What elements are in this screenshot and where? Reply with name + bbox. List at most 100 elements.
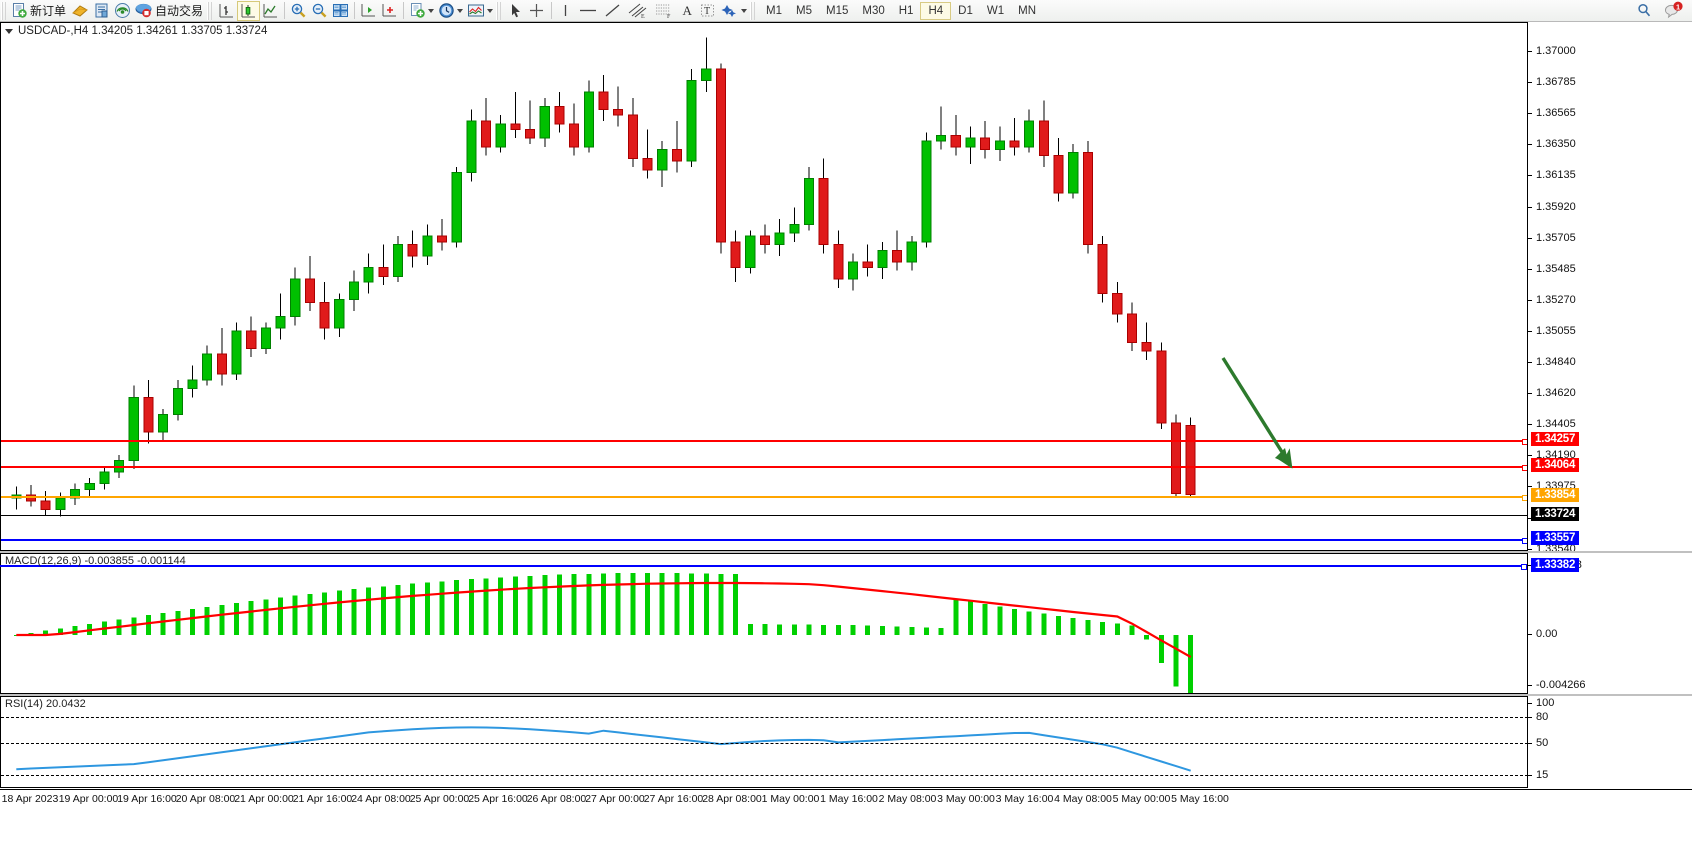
periods-dropdown-caret[interactable] [457, 8, 464, 13]
level-line-pivot[interactable] [1, 495, 1527, 501]
time-scale[interactable]: 18 Apr 2023 19 Apr 00:00 19 Apr 16:00 20 Ap… [0, 789, 1692, 809]
chart-autoscroll-button[interactable] [379, 1, 400, 21]
level-handle-resistance-1[interactable] [1522, 439, 1527, 445]
price-tick-1-35485: 1.35485 [1528, 263, 1576, 275]
level-handle-support-1[interactable] [1522, 538, 1527, 544]
timeframe-h1[interactable]: H1 [892, 2, 921, 20]
timeframe-h4[interactable]: H4 [920, 1, 952, 20]
timeframe-d1[interactable]: D1 [951, 2, 980, 20]
arrows-button[interactable] [718, 1, 749, 21]
macd-pane[interactable]: MACD(12,26,9) -0.003855 -0.001144 [0, 553, 1527, 694]
level-line-last-price [1, 515, 1527, 516]
terminal-icon [93, 2, 110, 19]
text-button[interactable]: A [677, 1, 697, 21]
price-badge-1-33854[interactable]: 1.33854 [1531, 488, 1580, 502]
templates-button[interactable] [465, 1, 495, 21]
cursor-icon [508, 2, 523, 19]
price-badge-1-34257[interactable]: 1.34257 [1531, 432, 1580, 446]
timeframe-w1[interactable]: W1 [980, 2, 1011, 20]
indicators-dropdown-caret[interactable] [428, 8, 435, 13]
price-tick-1-36135: 1.36135 [1528, 169, 1576, 181]
pane-splitter-rsi[interactable] [0, 694, 1692, 696]
new-order-button[interactable]: 新订单 [10, 1, 69, 21]
svg-text:T: T [704, 6, 710, 17]
search-button[interactable] [1634, 1, 1655, 21]
level-handle-resistance-2[interactable] [1522, 465, 1527, 471]
arrows-dropdown-caret[interactable] [741, 8, 748, 13]
signals-button[interactable] [112, 1, 133, 21]
symbol-info-bar[interactable]: USDCAD-,H4 1.34205 1.34261 1.33705 1.337… [5, 25, 267, 37]
timeframe-m1-label: M1 [766, 4, 783, 17]
templates-dropdown-caret[interactable] [487, 8, 494, 13]
auto-trading-button[interactable]: 自动交易 [133, 1, 206, 21]
chart-shift-button[interactable] [358, 1, 379, 21]
zoom-out-button[interactable] [309, 1, 330, 21]
chart-autoscroll-icon [381, 2, 398, 19]
timeframe-m30[interactable]: M30 [855, 2, 891, 20]
timeframe-h4-label: H4 [928, 4, 944, 17]
price-badge-1-33724[interactable]: 1.33724 [1531, 507, 1580, 521]
time-tick-9: 26 Apr 08:00 [526, 793, 587, 805]
price-badge-1-33382[interactable]: 1.33382 [1531, 558, 1580, 572]
text-label-button[interactable]: T [697, 1, 718, 21]
horizontal-line-button[interactable] [575, 1, 601, 21]
price-tick-1-35055: 1.35055 [1528, 325, 1576, 337]
candlestick-chart-button[interactable] [237, 0, 261, 21]
text-icon: A [680, 2, 695, 19]
timeframe-w1-label: W1 [986, 4, 1005, 17]
toolbar-grip-timeframes[interactable] [750, 1, 758, 20]
periods-button[interactable] [436, 1, 465, 21]
horizontal-line-icon [577, 2, 599, 19]
price-tick-1-34405: 1.34405 [1528, 418, 1576, 430]
toolbar-divider-2 [354, 2, 356, 19]
notifications-button[interactable]: 1 [1661, 1, 1686, 21]
equidistant-channel-button[interactable]: E [625, 1, 651, 21]
toolbar-grip-charttype[interactable] [207, 1, 215, 20]
expert-advisors-button[interactable] [69, 1, 91, 21]
price-scale[interactable]: 1.37000 1.36785 1.36565 1.36350 1.36135 1.359… [1527, 22, 1692, 586]
level-handle-pivot[interactable] [1522, 495, 1527, 501]
toolbar-divider-3 [403, 2, 405, 19]
zoom-in-button[interactable] [288, 1, 309, 21]
cursor-button[interactable] [505, 1, 525, 21]
new-order-label: 新订单 [30, 4, 67, 18]
timeframe-m15[interactable]: M15 [819, 2, 855, 20]
tile-windows-button[interactable] [330, 1, 351, 21]
price-tick-1-36350: 1.36350 [1528, 138, 1576, 150]
level-line-resistance-1[interactable] [1, 439, 1527, 445]
price-badge-1-34064[interactable]: 1.34064 [1531, 458, 1580, 472]
timeframe-m30-label: M30 [862, 4, 885, 17]
chart-menu-caret-icon[interactable] [5, 28, 13, 34]
level-line-resistance-2[interactable] [1, 465, 1527, 471]
svg-text:F: F [667, 14, 671, 19]
toolbar-grip-drawing[interactable] [496, 1, 504, 20]
clock-icon [438, 2, 455, 19]
toolbar-divider-1 [284, 2, 286, 19]
price-pane[interactable]: USDCAD-,H4 1.34205 1.34261 1.33705 1.337… [0, 22, 1527, 551]
fibonacci-icon: F [653, 2, 675, 19]
time-tick-19: 5 May 00:00 [1112, 793, 1171, 805]
down-trend-arrow-annotation[interactable] [1201, 348, 1311, 483]
zoom-out-icon [311, 2, 328, 19]
level-line-support-1[interactable] [1, 538, 1527, 544]
line-chart-button[interactable] [260, 1, 281, 21]
timeframe-mn[interactable]: MN [1011, 2, 1043, 20]
vertical-line-button[interactable] [555, 1, 575, 21]
level-line-support-2[interactable] [0, 564, 1527, 570]
trendline-button[interactable] [601, 1, 625, 21]
time-tick-2: 19 Apr 16:00 [117, 793, 177, 805]
timeframe-m5[interactable]: M5 [789, 2, 819, 20]
fibonacci-button[interactable]: F [651, 1, 677, 21]
chart-area[interactable]: USDCAD-,H4 1.34205 1.34261 1.33705 1.337… [0, 22, 1692, 851]
rsi-pane[interactable]: RSI(14) 20.0432 [0, 696, 1527, 788]
timeframe-m1[interactable]: M1 [759, 2, 789, 20]
level-handle-support-2[interactable] [1521, 564, 1527, 570]
rsi-level-15 [1, 775, 1527, 776]
toolbar-grip-trading[interactable] [1, 1, 8, 20]
pane-splitter-macd[interactable] [0, 551, 1692, 553]
indicators-button[interactable] [407, 1, 436, 21]
terminal-button[interactable] [91, 1, 112, 21]
price-badge-1-33557[interactable]: 1.33557 [1531, 531, 1580, 545]
bar-chart-button[interactable] [216, 1, 237, 21]
crosshair-button[interactable] [525, 1, 548, 21]
